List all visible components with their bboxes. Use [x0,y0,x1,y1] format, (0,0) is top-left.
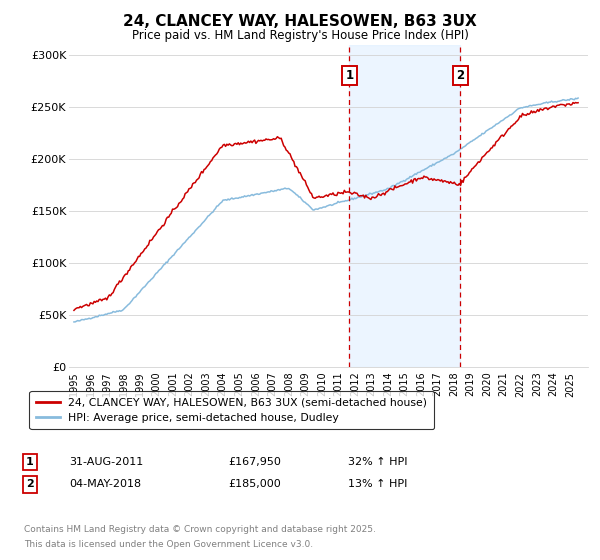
Text: £167,950: £167,950 [228,457,281,467]
Text: £185,000: £185,000 [228,479,281,489]
Bar [349,45,460,367]
Legend: 24, CLANCEY WAY, HALESOWEN, B63 3UX (semi-detached house), HPI: Average price, s: 24, CLANCEY WAY, HALESOWEN, B63 3UX (sem… [29,391,434,430]
Text: 1: 1 [346,69,353,82]
Text: 2: 2 [26,479,34,489]
Text: Price paid vs. HM Land Registry's House Price Index (HPI): Price paid vs. HM Land Registry's House … [131,29,469,42]
Text: This data is licensed under the Open Government Licence v3.0.: This data is licensed under the Open Gov… [24,540,313,549]
Text: 32% ↑ HPI: 32% ↑ HPI [348,457,407,467]
Text: 24, CLANCEY WAY, HALESOWEN, B63 3UX: 24, CLANCEY WAY, HALESOWEN, B63 3UX [123,14,477,29]
Text: 04-MAY-2018: 04-MAY-2018 [69,479,141,489]
Text: 13% ↑ HPI: 13% ↑ HPI [348,479,407,489]
Text: 1: 1 [26,457,34,467]
Text: Contains HM Land Registry data © Crown copyright and database right 2025.: Contains HM Land Registry data © Crown c… [24,525,376,534]
Text: 2: 2 [456,69,464,82]
Text: 31-AUG-2011: 31-AUG-2011 [69,457,143,467]
